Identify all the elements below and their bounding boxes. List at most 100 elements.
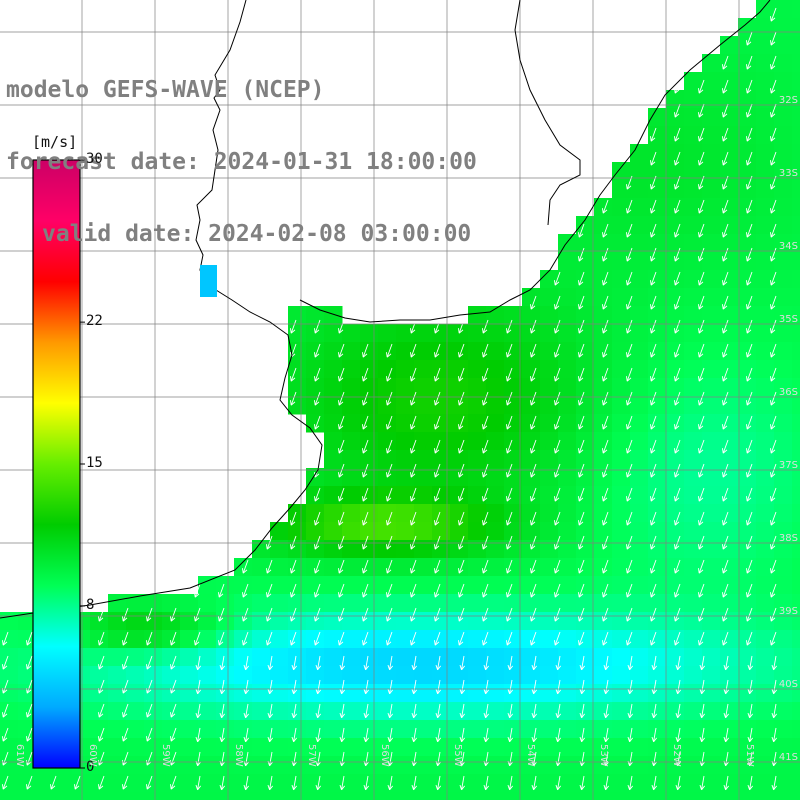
wind-arrow-head [506,569,512,574]
wind-arrow-head [698,257,704,262]
wind-arrow-head [387,736,390,742]
wind-arrow-head [579,688,582,694]
wind-arrow-head [242,641,248,646]
wind-cell [162,684,181,703]
wind-cell [378,522,397,541]
wind-arrow-head [530,545,536,550]
wind-cell [324,360,343,379]
wind-arrow-head [339,688,342,694]
colorbar-tick-label: 22 [86,313,103,330]
wind-arrow [245,703,249,718]
wind-arrow [629,775,633,790]
wind-cell [558,684,577,703]
wind-arrow [365,703,369,718]
wind-arrow-head [602,208,604,214]
wind-arrow-head [650,568,652,574]
wind-arrow [197,679,201,694]
wind-cell [612,666,631,685]
wind-arrow-head [314,641,320,646]
wind-cell [558,234,577,253]
wind-arrow [578,295,585,310]
wind-arrow-head [458,568,460,574]
wind-arrow-head [746,256,748,262]
wind-arrow-head [437,737,442,743]
wind-cell [720,738,739,757]
wind-arrow-head [530,353,536,358]
wind-arrow [626,391,633,406]
wind-arrow-head [482,329,488,334]
wind-cell [576,324,595,343]
wind-cell [792,36,800,55]
wind-arrow-head [602,640,604,646]
wind-arrow-head [722,448,724,454]
wind-cell [378,486,397,505]
wind-cell [684,702,703,721]
wind-arrow-head [435,736,438,742]
wind-arrow [533,703,537,718]
wind-arrow [293,775,297,790]
wind-arrow [26,655,33,670]
wind-cell [720,522,739,541]
wind-arrow [557,703,561,718]
wind-arrow [242,583,249,598]
wind-arrow [413,775,417,790]
wind-arrow [530,631,537,646]
wind-arrow-head [458,377,464,382]
wind-arrow-head [770,401,776,406]
wind-arrow-head [578,304,580,310]
wind-arrow-head [410,641,416,646]
wind-cell [702,720,721,739]
wind-arrow [434,607,441,622]
wind-arrow [674,415,681,430]
wind-arrow-head [698,424,700,430]
wind-cell [360,630,379,649]
wind-arrow [725,679,729,694]
wind-arrow [746,391,753,406]
wind-arrow [674,79,681,94]
wind-arrow-head [362,544,364,550]
wind-arrow [626,535,633,550]
wind-arrow [602,559,609,574]
wind-cell [720,54,739,73]
wind-arrow-head [461,713,466,719]
wind-arrow [650,223,657,238]
wind-arrow-head [578,233,584,238]
wind-cell [792,288,800,307]
wind-arrow [698,607,705,622]
wind-arrow [434,439,441,454]
wind-arrow-head [482,400,484,406]
wind-arrow [578,319,585,334]
wind-arrow [554,319,561,334]
wind-arrow-head [194,616,196,622]
wind-cell [594,504,613,523]
wind-cell [126,684,145,703]
wind-arrow-head [773,665,778,671]
wind-cell [594,576,613,595]
wind-arrow [770,463,777,478]
wind-arrow-head [290,401,296,406]
wind-arrow-head [482,425,488,430]
wind-cell [702,684,721,703]
wind-arrow-head [218,616,220,622]
wind-arrow-head [170,736,172,742]
wind-cell [684,576,703,595]
wind-arrow-head [698,472,700,478]
wind-arrow [410,487,417,502]
wind-cell [612,702,631,721]
wind-cell [108,720,127,739]
wind-cell [756,288,775,307]
wind-arrow-head [747,784,750,790]
wind-arrow-head [98,665,104,670]
wind-cell [522,378,541,397]
wind-arrow-head [266,568,268,574]
wind-cell [378,594,397,613]
wind-arrow-head [578,617,584,622]
wind-cell [774,378,793,397]
wind-arrow [653,727,657,742]
wind-cell [630,702,649,721]
wind-arrow-head [363,784,366,790]
wind-arrow [341,727,345,742]
wind-cell [720,270,739,289]
wind-cell [666,612,685,631]
wind-arrow [506,439,513,454]
